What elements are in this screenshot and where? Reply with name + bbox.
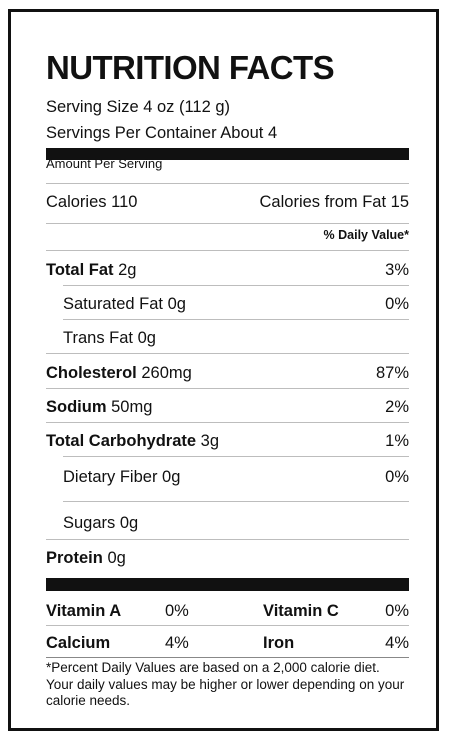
divider <box>63 285 409 286</box>
nutrient-label: Saturated Fat <box>63 295 163 313</box>
nutrient-row-dietary-fiber: Dietary Fiber 0g 0% <box>46 466 409 488</box>
divider <box>46 353 409 354</box>
mineral-label: Calcium <box>46 634 111 652</box>
nutrient-label: Total Fat <box>46 261 114 279</box>
amount-per-serving: Amount Per Serving <box>46 154 409 174</box>
nutrient-amount: 0g <box>107 549 126 567</box>
vitamin-dv: 0% <box>165 602 189 620</box>
nutrient-dv: 0% <box>385 295 409 313</box>
nutrient-label: Dietary Fiber <box>63 468 158 486</box>
nutrient-row-sodium: Sodium 50mg 2% <box>46 396 409 418</box>
nutrient-label: Cholesterol <box>46 364 137 382</box>
nutrient-amount: 2g <box>118 261 137 279</box>
nutrient-amount: 0g <box>137 329 156 347</box>
divider <box>63 456 409 457</box>
nutrient-label: Sodium <box>46 398 107 416</box>
divider <box>46 422 409 423</box>
nutrient-row-saturated-fat: Saturated Fat 0g 0% <box>46 293 409 315</box>
nutrient-row-total-carbohydrate: Total Carbohydrate 3g 1% <box>46 430 409 452</box>
nutrient-amount: 0g <box>119 514 139 532</box>
divider <box>46 223 409 224</box>
divider <box>46 388 409 389</box>
divider <box>46 657 409 658</box>
nutrient-amount: 50mg <box>111 398 153 416</box>
nutrient-row-trans-fat: Trans Fat 0g <box>46 327 409 349</box>
calories-from-fat-value: 15 <box>390 193 409 211</box>
calories-value: 110 <box>111 193 138 211</box>
divider <box>63 501 409 502</box>
vitamin-label: Vitamin A <box>46 602 122 620</box>
nutrient-amount: 260mg <box>141 364 192 382</box>
label-title: NUTRITION FACTS <box>46 49 335 86</box>
calories-label: Calories <box>46 193 107 211</box>
mineral-label: Iron <box>263 634 295 652</box>
nutrient-dv: 1% <box>385 432 409 450</box>
servings-per-container: Servings Per Container About 4 <box>46 124 278 142</box>
divider <box>46 539 409 540</box>
vitamin-dv: 0% <box>385 602 409 620</box>
daily-value-header: % Daily Value* <box>323 228 409 242</box>
nutrient-label: Sugars <box>63 514 116 532</box>
divider <box>46 250 409 251</box>
nutrient-row-cholesterol: Cholesterol 260mg 87% <box>46 362 409 384</box>
nutrient-row-protein: Protein 0g <box>46 547 409 569</box>
divider <box>46 183 409 184</box>
nutrient-amount: 0g <box>167 295 186 313</box>
nutrition-label: NUTRITION FACTS Serving Size 4 oz (112 g… <box>8 9 439 731</box>
calories-row: Calories 110 Calories from Fat 15 <box>46 191 409 213</box>
nutrient-dv: 87% <box>375 364 409 382</box>
mineral-dv: 4% <box>165 634 189 652</box>
amount-per-serving-text: Amount Per Serving <box>46 156 163 171</box>
thick-divider-top <box>46 148 409 160</box>
nutrient-dv: 3% <box>385 261 409 279</box>
mineral-dv: 4% <box>385 634 409 652</box>
serving-size: Serving Size 4 oz (112 g) <box>46 98 231 116</box>
calories-from-fat-label: Calories from Fat <box>259 193 387 211</box>
thick-divider-bottom <box>46 578 409 591</box>
daily-value-header-row: % Daily Value* <box>46 224 409 246</box>
vitamin-label: Vitamin C <box>263 602 339 620</box>
nutrient-dv: 2% <box>385 398 409 416</box>
nutrient-label: Protein <box>46 549 103 567</box>
nutrient-amount: 0g <box>162 468 181 486</box>
nutrient-row-sugars: Sugars 0g <box>46 512 409 534</box>
daily-value-footnote: *Percent Daily Values are based on a 2,0… <box>46 660 405 708</box>
nutrient-label: Trans Fat <box>63 329 133 347</box>
nutrient-label: Total Carbohydrate <box>46 432 197 450</box>
calories-from-fat: Calories from Fat 15 <box>260 191 409 213</box>
divider <box>46 625 409 626</box>
calories-left: Calories 110 <box>46 191 137 213</box>
nutrient-amount: 3g <box>200 432 219 450</box>
nutrient-row-total-fat: Total Fat 2g 3% <box>46 259 409 281</box>
divider <box>63 319 409 320</box>
nutrient-dv: 0% <box>385 468 409 486</box>
